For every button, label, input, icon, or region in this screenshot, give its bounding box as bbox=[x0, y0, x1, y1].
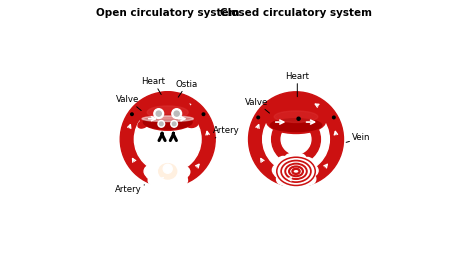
Circle shape bbox=[293, 154, 307, 167]
Circle shape bbox=[290, 179, 302, 191]
Text: Heart: Heart bbox=[285, 72, 310, 97]
Circle shape bbox=[158, 120, 164, 127]
Circle shape bbox=[248, 92, 344, 187]
Circle shape bbox=[173, 122, 176, 126]
Circle shape bbox=[165, 155, 178, 168]
Circle shape bbox=[144, 166, 155, 177]
Circle shape bbox=[257, 116, 259, 119]
Ellipse shape bbox=[186, 120, 198, 127]
Circle shape bbox=[131, 113, 133, 116]
Text: Valve: Valve bbox=[245, 98, 270, 113]
Ellipse shape bbox=[148, 159, 188, 189]
Circle shape bbox=[284, 154, 298, 167]
Circle shape bbox=[304, 173, 316, 185]
Ellipse shape bbox=[139, 105, 196, 130]
Circle shape bbox=[272, 115, 320, 164]
Circle shape bbox=[170, 179, 181, 190]
Circle shape bbox=[297, 117, 300, 120]
Ellipse shape bbox=[138, 120, 149, 128]
Ellipse shape bbox=[142, 116, 193, 122]
Circle shape bbox=[283, 178, 294, 189]
Circle shape bbox=[160, 122, 163, 126]
Circle shape bbox=[273, 164, 284, 176]
Ellipse shape bbox=[266, 109, 326, 133]
Circle shape bbox=[154, 109, 164, 118]
Text: Valve: Valve bbox=[116, 95, 141, 110]
Ellipse shape bbox=[270, 119, 322, 132]
Circle shape bbox=[171, 120, 177, 127]
Text: Artery: Artery bbox=[115, 185, 145, 194]
Circle shape bbox=[146, 169, 156, 179]
Ellipse shape bbox=[274, 111, 318, 123]
Circle shape bbox=[162, 180, 173, 192]
Text: Artery: Artery bbox=[213, 126, 240, 138]
Circle shape bbox=[156, 155, 169, 168]
Circle shape bbox=[156, 111, 161, 116]
Circle shape bbox=[179, 166, 190, 177]
Text: Closed circulatory system: Closed circulatory system bbox=[220, 9, 372, 18]
Circle shape bbox=[174, 111, 179, 116]
Circle shape bbox=[134, 106, 201, 173]
Circle shape bbox=[276, 174, 287, 184]
Circle shape bbox=[176, 175, 188, 186]
Circle shape bbox=[202, 113, 205, 116]
Circle shape bbox=[281, 124, 311, 154]
Text: Vein: Vein bbox=[346, 133, 371, 142]
Circle shape bbox=[301, 157, 314, 170]
Ellipse shape bbox=[163, 164, 172, 173]
Circle shape bbox=[274, 167, 284, 178]
Circle shape bbox=[173, 159, 185, 171]
Circle shape bbox=[263, 106, 329, 173]
Circle shape bbox=[155, 179, 165, 190]
Text: Ostia: Ostia bbox=[176, 80, 198, 97]
Ellipse shape bbox=[159, 164, 177, 179]
Wedge shape bbox=[144, 92, 191, 116]
Ellipse shape bbox=[143, 115, 192, 129]
Circle shape bbox=[172, 109, 182, 118]
Text: Heart: Heart bbox=[142, 77, 165, 94]
Text: Open circulatory system: Open circulatory system bbox=[96, 9, 239, 18]
Circle shape bbox=[148, 175, 159, 186]
Circle shape bbox=[277, 156, 290, 169]
Ellipse shape bbox=[277, 158, 315, 187]
Circle shape bbox=[148, 158, 161, 171]
Circle shape bbox=[120, 92, 215, 187]
Circle shape bbox=[333, 116, 335, 119]
Circle shape bbox=[298, 178, 310, 189]
Wedge shape bbox=[273, 97, 319, 120]
Circle shape bbox=[307, 165, 318, 176]
Ellipse shape bbox=[147, 106, 188, 119]
